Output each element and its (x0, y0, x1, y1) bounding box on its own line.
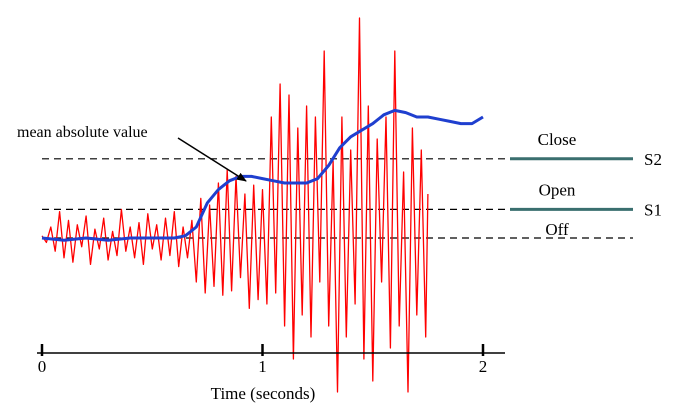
series-mean-absolute-value-line (41, 108, 484, 242)
region-labels: Close Open Off (538, 130, 577, 239)
x-axis: 0 1 2 (37, 344, 505, 376)
x-axis-label: Time (seconds) (211, 384, 316, 403)
x-tick-label-1: 1 (258, 357, 267, 376)
region-label-close: Close (538, 130, 577, 149)
annotation-layer: mean absolute value (17, 124, 247, 182)
region-label-off: Off (545, 220, 569, 239)
threshold-lines: S2 S1 (42, 150, 662, 239)
x-tick-label-0: 0 (38, 357, 47, 376)
threshold-label-s2: S2 (644, 150, 662, 169)
series-layer (41, 17, 484, 393)
x-tick-label-2: 2 (479, 357, 488, 376)
region-label-open: Open (539, 181, 576, 200)
series-signal-line (41, 17, 429, 393)
annotation-arrow (177, 137, 247, 182)
threshold-label-s1: S1 (644, 200, 662, 219)
annotation-mean-absolute-value: mean absolute value (17, 124, 148, 141)
